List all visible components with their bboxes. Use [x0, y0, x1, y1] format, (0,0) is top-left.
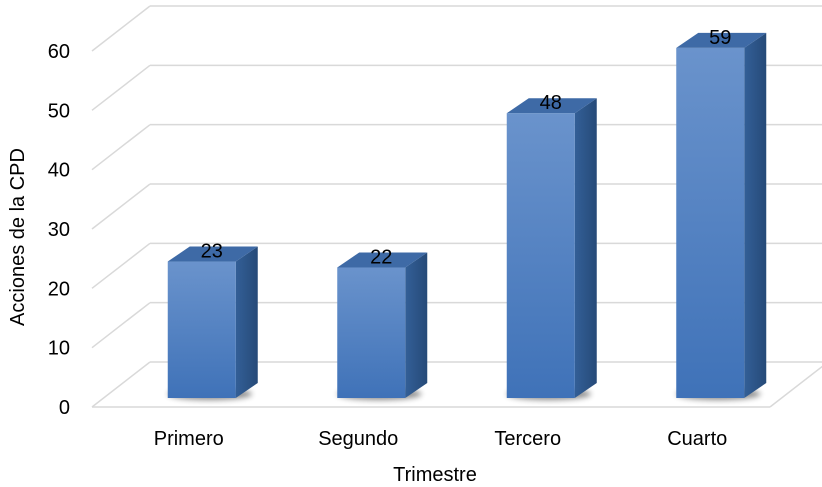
x-category-label: Primero: [154, 428, 224, 450]
y-axis-ticks: 0 10 20 30 40 50 60: [48, 41, 70, 419]
bar: 23: [167, 241, 258, 400]
bar: 22: [337, 246, 428, 400]
gridline-diagonal: [91, 242, 151, 289]
gridline-diagonal: [91, 361, 151, 408]
gridline-diagonal: [91, 64, 151, 111]
bar-side: [574, 98, 597, 398]
x-category-label: Segundo: [318, 428, 398, 450]
bar-top: [506, 98, 597, 114]
gridline-diagonal: [91, 5, 151, 52]
floor-side-edge: [769, 365, 822, 408]
bar-side: [744, 32, 767, 398]
data-label: 22: [370, 246, 392, 268]
gridline-diagonal: [91, 302, 151, 349]
x-category-label: Cuarto: [667, 428, 727, 450]
bar-top: [337, 252, 428, 268]
y-tick-label: 60: [48, 41, 70, 63]
bar-front: [506, 113, 575, 398]
y-tick-label: 40: [48, 160, 70, 182]
data-label: 48: [540, 92, 562, 114]
data-label: 59: [709, 27, 731, 49]
y-tick-label: 30: [48, 219, 70, 241]
bar-top: [676, 32, 767, 48]
x-axis-title: Trimestre: [393, 464, 477, 486]
bar-front: [167, 261, 236, 398]
bar-front: [337, 267, 406, 398]
y-tick-label: 50: [48, 100, 70, 122]
y-tick-label: 10: [48, 338, 70, 360]
bars: 23 22 48 59: [167, 27, 767, 400]
bar-side: [235, 246, 258, 398]
gridline-diagonal: [91, 183, 151, 230]
gridline-diagonal: [91, 124, 151, 171]
y-tick-label: 0: [59, 397, 70, 419]
bar-top: [167, 246, 258, 262]
bar: 59: [676, 27, 767, 400]
bar-front: [676, 47, 745, 398]
x-category-label: Tercero: [494, 428, 561, 450]
bar: 48: [506, 92, 597, 400]
bar-side: [405, 252, 428, 398]
data-label: 23: [201, 241, 223, 263]
x-axis-categories: Primero Segundo Tercero Cuarto: [154, 428, 728, 450]
y-tick-label: 20: [48, 278, 70, 300]
y-axis-title: Acciones de la CPD: [7, 148, 29, 326]
